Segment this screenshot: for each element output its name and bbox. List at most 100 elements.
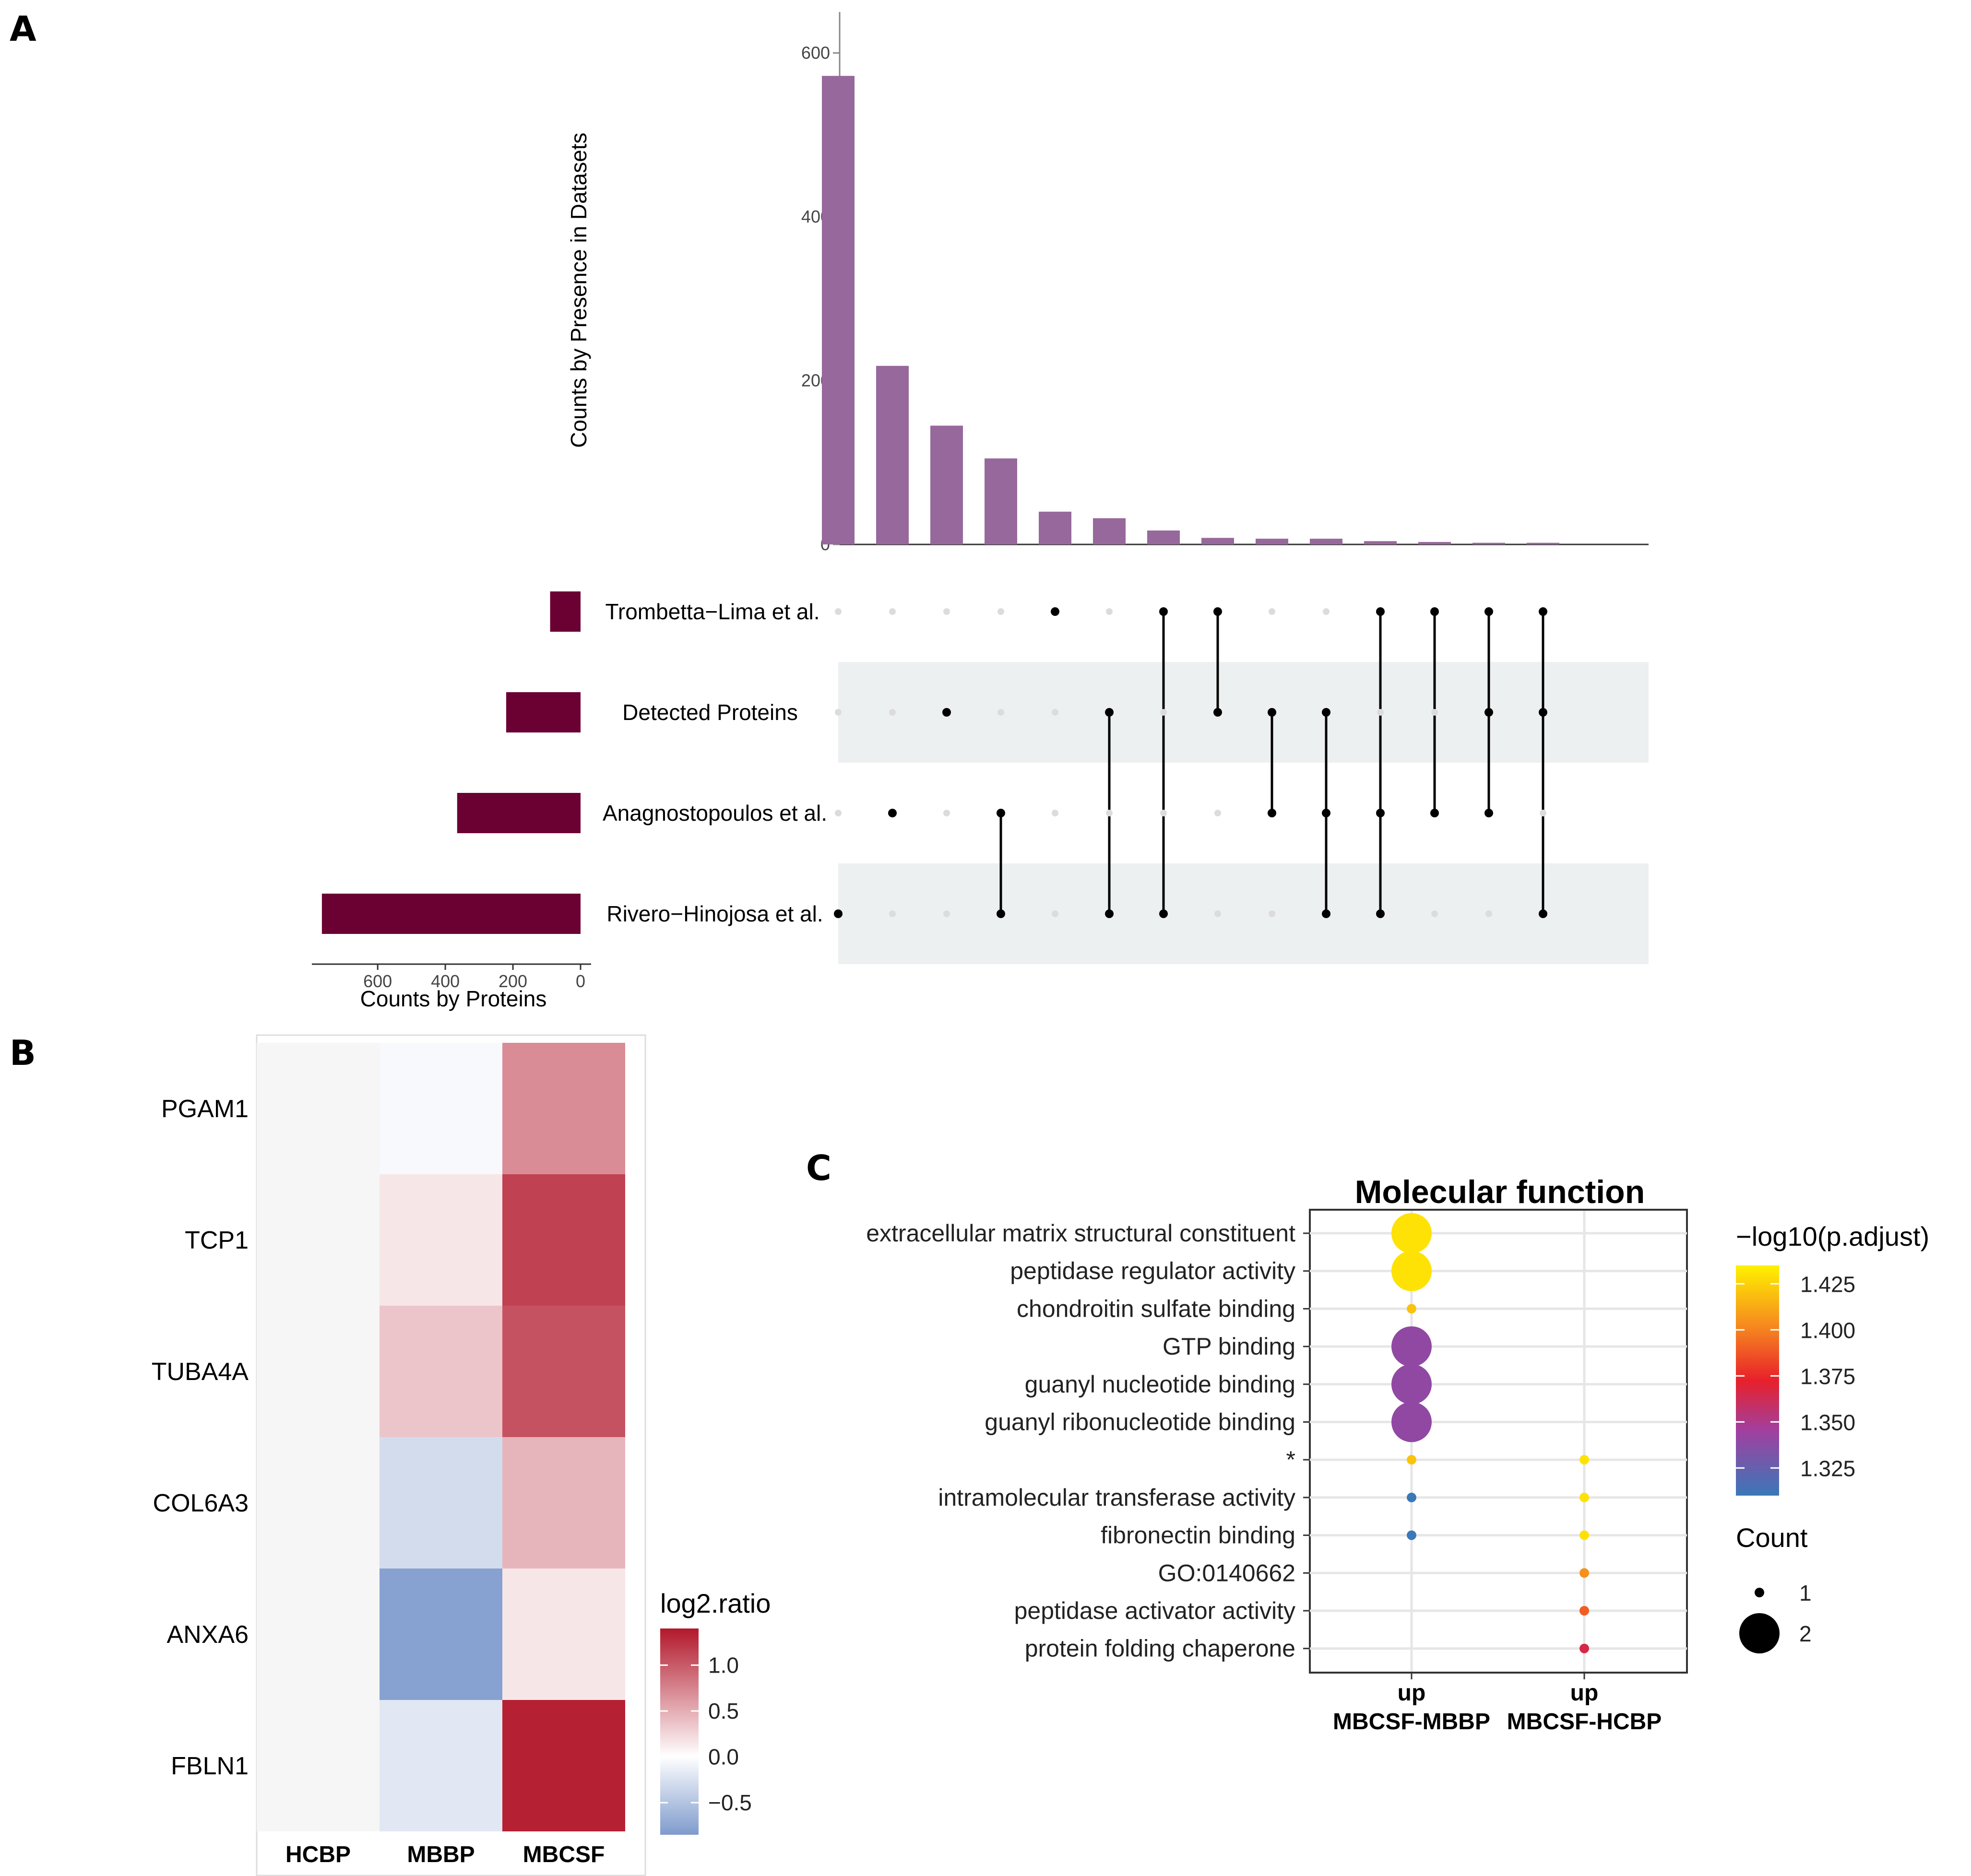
heatmap-cell bbox=[502, 1306, 625, 1437]
term-label: peptidase regulator activity bbox=[1010, 1258, 1295, 1285]
matrix-dot-filled bbox=[834, 909, 843, 918]
heatmap-row-label: TUBA4A bbox=[152, 1358, 249, 1386]
intersection-bar bbox=[930, 425, 963, 544]
dotplot-point bbox=[1579, 1455, 1589, 1465]
intersection-bar bbox=[1364, 541, 1397, 544]
heatmap-column-labels: HCBP MBBP MBCSF bbox=[285, 1842, 605, 1867]
dotplot-legends: −log10(p.adjust) 1.425 1.400 1.375 1.350 1.3… bbox=[1736, 1221, 1929, 1653]
set-label: Rivero−Hinojosa et al. bbox=[606, 901, 823, 926]
matrix-dot-empty bbox=[1160, 709, 1167, 716]
matrix-dot-empty bbox=[943, 910, 950, 917]
legend-tick-label: 0.5 bbox=[708, 1699, 739, 1723]
set-size-bar bbox=[457, 793, 581, 833]
matrix-dot-filled bbox=[1539, 909, 1547, 918]
membership-matrix bbox=[834, 607, 1547, 918]
x-category-line1: up bbox=[1398, 1680, 1426, 1706]
set-size-tick-label: 0 bbox=[576, 971, 585, 991]
dotplot-point bbox=[1407, 1530, 1416, 1540]
matrix-dot-filled bbox=[1213, 708, 1222, 717]
matrix-dot-empty bbox=[1106, 608, 1113, 615]
term-label: peptidase activator activity bbox=[1014, 1597, 1295, 1624]
heatmap-cell bbox=[502, 1043, 625, 1174]
heatmap-cell bbox=[257, 1437, 380, 1569]
matrix-dot-empty bbox=[997, 709, 1004, 716]
heatmap-cell bbox=[380, 1306, 502, 1437]
matrix-dot-filled bbox=[1376, 607, 1385, 616]
matrix-dot-empty bbox=[943, 810, 950, 816]
matrix-dot-empty bbox=[1431, 709, 1438, 716]
intersection-bar bbox=[1310, 539, 1342, 544]
heatmap-cell bbox=[257, 1306, 380, 1437]
term-label: guanyl ribonucleotide binding bbox=[985, 1409, 1295, 1436]
dotplot-point bbox=[1391, 1251, 1432, 1291]
set-size-bars: 600 400 200 0 bbox=[312, 591, 591, 991]
matrix-dot-filled bbox=[942, 708, 951, 717]
matrix-dot-empty bbox=[889, 709, 896, 716]
matrix-dot-empty bbox=[835, 709, 842, 716]
padjust-legend-title: −log10(p.adjust) bbox=[1736, 1221, 1929, 1251]
set-label: Detected Proteins bbox=[622, 700, 798, 725]
heatmap-cell bbox=[380, 1437, 502, 1569]
padjust-tick-label: 1.425 bbox=[1800, 1272, 1855, 1297]
dotplot-point bbox=[1391, 1213, 1432, 1253]
matrix-dot-filled bbox=[997, 809, 1005, 817]
set-size-tick-label: 200 bbox=[499, 971, 527, 991]
matrix-dot-filled bbox=[1322, 909, 1330, 918]
intersection-bar bbox=[1527, 543, 1559, 544]
dotplot-point bbox=[1391, 1402, 1432, 1442]
matrix-dot-filled bbox=[1268, 809, 1276, 817]
dotplot-point bbox=[1579, 1606, 1589, 1616]
heatmap: PGAM1 TCP1 TUBA4A COL6A3 ANXA6 FBLN1 HCBP MBBP… bbox=[152, 1034, 771, 1876]
matrix-dot-filled bbox=[1376, 809, 1385, 817]
count-legend-dot bbox=[1739, 1613, 1780, 1653]
dotplot-point bbox=[1579, 1643, 1589, 1653]
log2-ratio-legend-ticks: 1.0 0.5 0.0 −0.5 bbox=[660, 1652, 752, 1815]
padjust-tick-label: 1.375 bbox=[1800, 1364, 1855, 1389]
log2-ratio-colorbar bbox=[660, 1628, 699, 1835]
matrix-dot-filled bbox=[1430, 607, 1439, 616]
term-label: * bbox=[1286, 1446, 1295, 1473]
panel-label-a: A bbox=[10, 9, 36, 49]
intersection-bar bbox=[1256, 539, 1288, 544]
term-label: guanyl nucleotide binding bbox=[1025, 1371, 1295, 1398]
intersection-bar bbox=[1093, 518, 1126, 544]
matrix-dot-filled bbox=[1268, 708, 1276, 717]
heatmap-row-label: FBLN1 bbox=[171, 1752, 249, 1780]
matrix-dot-empty bbox=[1052, 709, 1058, 716]
matrix-dot-empty bbox=[1269, 608, 1275, 615]
go-dotplot: Molecular function extracellular matrix … bbox=[866, 1174, 1929, 1734]
term-label: intramolecular transferase activity bbox=[938, 1484, 1295, 1511]
intersection-bar bbox=[1039, 511, 1071, 544]
term-label: fibronectin binding bbox=[1101, 1522, 1295, 1549]
intersection-bar bbox=[1201, 538, 1234, 544]
matrix-dot-filled bbox=[1539, 708, 1547, 717]
matrix-dot-filled bbox=[1213, 607, 1222, 616]
intersection-bar bbox=[1147, 530, 1180, 544]
dotplot-term-labels: extracellular matrix structural constitu… bbox=[866, 1220, 1310, 1662]
dotplot-points bbox=[1391, 1213, 1589, 1653]
log2-ratio-legend-title: log2.ratio bbox=[660, 1588, 771, 1618]
heatmap-cell bbox=[380, 1569, 502, 1700]
set-size-x-title: Counts by Proteins bbox=[360, 986, 547, 1011]
matrix-dot-empty bbox=[1377, 709, 1384, 716]
heatmap-row-label: PGAM1 bbox=[161, 1095, 249, 1123]
matrix-dot-empty bbox=[1214, 810, 1221, 816]
intersection-y-title: Counts by Presence in Datasets bbox=[566, 132, 591, 448]
matrix-dot-filled bbox=[1430, 809, 1439, 817]
count-legend-label: 1 bbox=[1799, 1581, 1812, 1605]
dotplot-point bbox=[1579, 1492, 1589, 1502]
padjust-tick-label: 1.400 bbox=[1800, 1318, 1855, 1343]
heatmap-cell bbox=[502, 1700, 625, 1831]
set-labels: Trombetta−Lima et al. Detected Proteins An… bbox=[603, 599, 827, 926]
heatmap-column-label: MBCSF bbox=[523, 1842, 605, 1867]
matrix-dot-filled bbox=[1159, 607, 1168, 616]
term-label: GTP binding bbox=[1163, 1333, 1295, 1360]
heatmap-column-label: MBBP bbox=[407, 1842, 475, 1867]
set-size-bar bbox=[321, 894, 581, 934]
upset-plot: 0200400600 Trombetta−Lima et al.Detected… bbox=[312, 12, 1649, 1011]
heatmap-cells bbox=[257, 1043, 625, 1831]
matrix-dot-empty bbox=[1052, 910, 1058, 917]
heatmap-cell bbox=[502, 1174, 625, 1306]
dotplot-point bbox=[1579, 1568, 1589, 1578]
